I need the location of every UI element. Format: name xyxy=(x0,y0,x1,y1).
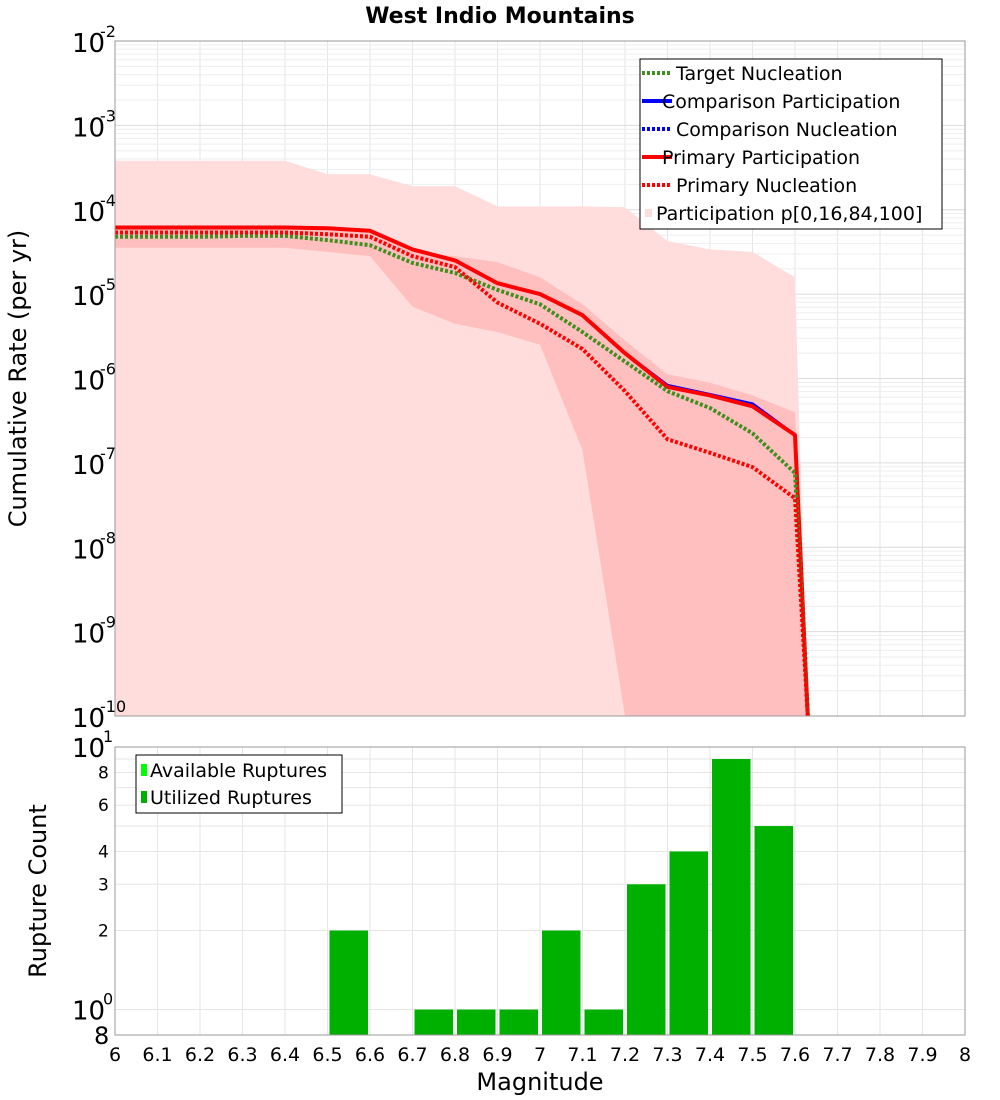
rate-plot-frame xyxy=(114,40,966,717)
rupture-bar xyxy=(329,930,368,1035)
legend-swatch-rupture xyxy=(141,764,147,776)
rupture-y-tick-label: 8 xyxy=(98,763,109,783)
rate-y-tick-base: 10 xyxy=(72,620,105,650)
rate-y-tick-base: 10 xyxy=(72,29,105,59)
legend-swatch-band xyxy=(645,209,652,217)
rupture-bar xyxy=(669,851,708,1035)
rate-y-tick-exponent: -2 xyxy=(100,22,116,41)
rupture-bar xyxy=(627,884,666,1035)
participation-band-inner xyxy=(115,226,808,716)
participation-bands xyxy=(115,160,808,717)
rupture-y-tick-label: 6 xyxy=(98,796,109,816)
rate-y-tick-exponent: -9 xyxy=(100,613,116,632)
series-line-primary_participation xyxy=(115,225,810,717)
magnitude-tick-label: 6.6 xyxy=(355,1044,385,1066)
rupture-bar xyxy=(542,930,581,1035)
rate-y-tick-base: 10 xyxy=(72,198,105,228)
rupture-legend: Available Ruptures Utilized Ruptures xyxy=(135,754,343,814)
series-line-target_nucleation xyxy=(115,233,810,717)
rate-y-tick-exponent: -3 xyxy=(100,106,116,125)
rate-y-tick-exponent: -4 xyxy=(100,191,116,210)
rupture-y-tick-exponent: 1 xyxy=(103,727,113,746)
rupture-legend-box xyxy=(135,754,343,814)
magnitude-tick-label: 7 xyxy=(534,1044,546,1066)
magnitude-tick-label: 7.4 xyxy=(695,1044,725,1066)
chart-title: West Indio Mountains xyxy=(365,4,635,29)
rate-y-tick-base: 10 xyxy=(72,282,105,312)
magnitude-tick-label: 6.2 xyxy=(185,1044,215,1066)
rate-legend-label: Primary Participation xyxy=(662,147,860,169)
rate-y-tick-exponent: -7 xyxy=(100,444,116,463)
rate-y-tick-exponent: -5 xyxy=(100,275,116,294)
rupture-bar xyxy=(499,1009,538,1035)
rupture-y-tick-label: 4 xyxy=(98,842,109,862)
magnitude-tick-label: 7.6 xyxy=(780,1044,810,1066)
magnitude-tick-label: 7.1 xyxy=(567,1044,597,1066)
rupture-bar xyxy=(457,1009,496,1035)
rupture-y-tick-label: 2 xyxy=(98,922,109,942)
rupture-y-tick-label: 3 xyxy=(98,875,109,895)
magnitude-tick-label: 6.1 xyxy=(142,1044,172,1066)
magnitude-tick-label: 7.5 xyxy=(737,1044,767,1066)
rupture-plot-frame xyxy=(114,746,966,1036)
magnitude-tick-label: 8 xyxy=(959,1044,971,1066)
magnitude-tick-label: 7.2 xyxy=(610,1044,640,1066)
rate-y-ticks: 10-210-310-410-510-610-710-810-910-10 xyxy=(72,22,126,734)
magnitude-tick-label: 6.5 xyxy=(312,1044,342,1066)
rate-y-tick-base: 10 xyxy=(72,367,105,397)
series-line-primary_nucleation xyxy=(115,230,810,717)
rate-y-axis-label: Cumulative Rate (per yr) xyxy=(4,230,32,528)
rate-y-tick-exponent: -6 xyxy=(100,360,116,379)
rate-y-tick-base: 10 xyxy=(72,451,105,481)
magnitude-x-ticks: 6 6.1 6.2 6.3 6.4 6.5 6.6 6.7 6.8 6.9 7 7.1 7.2 7.3 7.… xyxy=(109,1044,971,1066)
rupture-y-tick-exponent: 0 xyxy=(103,990,113,1009)
rate-series-lines xyxy=(115,225,810,717)
rate-y-tick-exponent: -8 xyxy=(100,528,116,547)
rate-y-tick-exponent: -10 xyxy=(100,697,126,716)
magnitude-tick-label: 7.9 xyxy=(907,1044,937,1066)
rate-legend-label: Comparison Participation xyxy=(662,91,900,113)
rate-legend: Target Nucleation Comparison Participatio… xyxy=(639,58,943,230)
legend-swatch-rupture xyxy=(141,791,147,803)
rate-legend-label: Target Nucleation xyxy=(675,63,843,85)
magnitude-x-axis-label: Magnitude xyxy=(476,1068,603,1096)
rate-y-tick-base: 10 xyxy=(72,535,105,565)
rupture-legend-label: Available Ruptures xyxy=(150,760,327,782)
rupture-bars xyxy=(329,759,793,1035)
rate-legend-label: Comparison Nucleation xyxy=(676,119,898,141)
rate-legend-label: Primary Nucleation xyxy=(676,175,857,197)
magnitude-tick-label: 7.8 xyxy=(865,1044,895,1066)
rupture-y-tick-base: 10 xyxy=(72,997,105,1027)
magnitude-tick-label: 6.8 xyxy=(440,1044,470,1066)
rupture-y-axis-label: Rupture Count xyxy=(24,804,52,978)
rupture-bar xyxy=(584,1009,623,1035)
magnitude-tick-label: 6.3 xyxy=(227,1044,257,1066)
rate-y-tick-base: 10 xyxy=(72,704,105,734)
rate-legend-box xyxy=(639,58,943,230)
magnitude-tick-label: 6.9 xyxy=(482,1044,512,1066)
rupture-legend-label: Utilized Ruptures xyxy=(150,787,312,809)
magnitude-tick-label: 6.4 xyxy=(270,1044,300,1066)
rupture-y-tick-label: 8 xyxy=(94,1022,109,1050)
rupture-bar xyxy=(712,759,751,1035)
magnitude-tick-label: 7.7 xyxy=(822,1044,852,1066)
rupture-y-tick-base: 10 xyxy=(72,734,105,764)
rupture-bar xyxy=(754,826,793,1035)
magnitude-tick-label: 6 xyxy=(109,1044,121,1066)
magnitude-tick-label: 7.3 xyxy=(652,1044,682,1066)
rate-plot: 10-210-310-410-510-610-710-810-910-10 Cu… xyxy=(4,22,966,734)
rate-legend-label: Participation p[0,16,84,100] xyxy=(656,203,922,225)
magnitude-tick-label: 6.7 xyxy=(397,1044,427,1066)
rate-y-tick-base: 10 xyxy=(72,113,105,143)
rupture-bar xyxy=(414,1009,453,1035)
